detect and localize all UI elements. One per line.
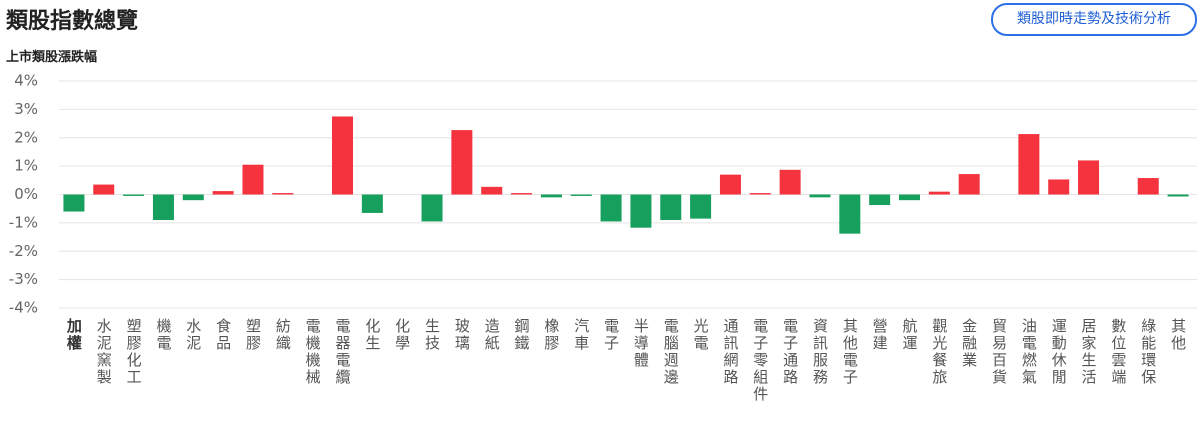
- bar: [93, 184, 115, 195]
- bar: [899, 194, 920, 201]
- bar: [511, 193, 533, 195]
- x-tick-label: 運動休閒: [1049, 318, 1068, 386]
- x-tick-label: 居家生活: [1079, 318, 1098, 386]
- x-tick-label: 其他: [1169, 318, 1188, 352]
- x-tick-label: 電子: [602, 318, 621, 352]
- bar: [152, 194, 174, 221]
- x-tick-label: 油電燃氣: [1019, 318, 1038, 386]
- x-tick-label: 機電: [154, 318, 173, 352]
- y-tick-label: -4%: [9, 299, 38, 317]
- y-tick-label: -2%: [9, 242, 38, 260]
- x-tick-label: 電子通路: [781, 318, 800, 386]
- bar: [1078, 160, 1100, 195]
- bar: [63, 194, 85, 212]
- x-tick-label: 通訊網路: [721, 318, 740, 386]
- y-tick-label: 2%: [14, 128, 38, 146]
- bar: [212, 191, 234, 195]
- bar: [182, 194, 204, 201]
- bar: [123, 194, 145, 196]
- bar: [690, 194, 712, 219]
- x-tick-label: 資訊服務: [810, 318, 829, 386]
- bar: [869, 194, 891, 205]
- chart-title: 上市類股漲跌幅: [6, 50, 98, 65]
- bar: [1137, 178, 1159, 195]
- x-tick-label: 塑膠化工: [124, 318, 143, 386]
- page-title: 類股指數總覽: [6, 9, 139, 34]
- bar: [570, 194, 592, 196]
- x-tick-label: 加權: [64, 318, 83, 352]
- bar: [332, 116, 353, 195]
- x-tick-label: 綠能環保: [1139, 318, 1158, 386]
- x-tick-label: 水泥: [184, 318, 203, 352]
- y-tick-label: 1%: [14, 157, 38, 175]
- x-tick-label: 玻璃: [452, 318, 471, 352]
- bar: [451, 130, 473, 195]
- x-tick-label: 食品: [214, 318, 233, 352]
- analysis-button[interactable]: 類股即時走勢及技術分析: [991, 3, 1197, 36]
- y-tick-label: -1%: [9, 213, 38, 231]
- x-tick-label: 數位雲端: [1109, 318, 1128, 386]
- x-tick-label: 營建: [870, 318, 889, 352]
- x-tick-label: 生技: [423, 318, 442, 352]
- bar: [272, 193, 294, 195]
- x-tick-label: 金融業: [960, 318, 979, 369]
- bar: [421, 194, 443, 222]
- x-tick-label: 電器電纜: [333, 318, 352, 386]
- x-tick-label: 汽車: [572, 318, 591, 352]
- x-tick-label: 航運: [900, 318, 919, 352]
- x-tick-label: 紡織: [273, 318, 292, 352]
- bar: [719, 174, 741, 195]
- x-tick-label: 其他電子: [840, 318, 859, 386]
- x-tick-label: 造紙: [482, 318, 501, 352]
- x-tick-label: 鋼鐵: [512, 318, 531, 352]
- x-tick-label: 塑膠: [243, 318, 262, 352]
- x-tick-label: 觀光餐旅: [930, 318, 949, 386]
- x-tick-label: 橡膠: [542, 318, 561, 352]
- bar: [1018, 134, 1040, 195]
- bar: [809, 194, 831, 198]
- bar: [540, 194, 562, 198]
- bar: [1167, 194, 1189, 197]
- bar: [242, 164, 264, 195]
- y-tick-label: 4%: [14, 72, 38, 90]
- x-tick-label: 電機機械: [303, 318, 322, 386]
- bar: [928, 191, 950, 195]
- bar: [630, 194, 652, 228]
- x-tick-label: 水泥窯製: [94, 318, 113, 386]
- bar: [1048, 179, 1070, 195]
- y-tick-label: -3%: [9, 270, 38, 288]
- bar: [660, 194, 682, 221]
- y-tick-label: 0%: [14, 185, 38, 203]
- bar: [779, 169, 801, 195]
- x-tick-label: 電腦週邊: [661, 318, 680, 386]
- x-tick-label: 化學: [393, 318, 412, 352]
- x-tick-label: 半導體: [631, 318, 650, 369]
- y-tick-label: 3%: [14, 100, 38, 118]
- x-tick-label: 貿易百貨: [990, 318, 1009, 386]
- bar: [749, 193, 771, 195]
- bar: [839, 194, 861, 234]
- bar: [958, 174, 980, 195]
- x-tick-label: 化生: [363, 318, 382, 352]
- bar: [481, 186, 503, 195]
- x-tick-label: 電子零組件: [751, 318, 770, 403]
- bar: [600, 194, 622, 222]
- x-tick-label: 光電: [691, 318, 710, 352]
- bar: [361, 194, 383, 213]
